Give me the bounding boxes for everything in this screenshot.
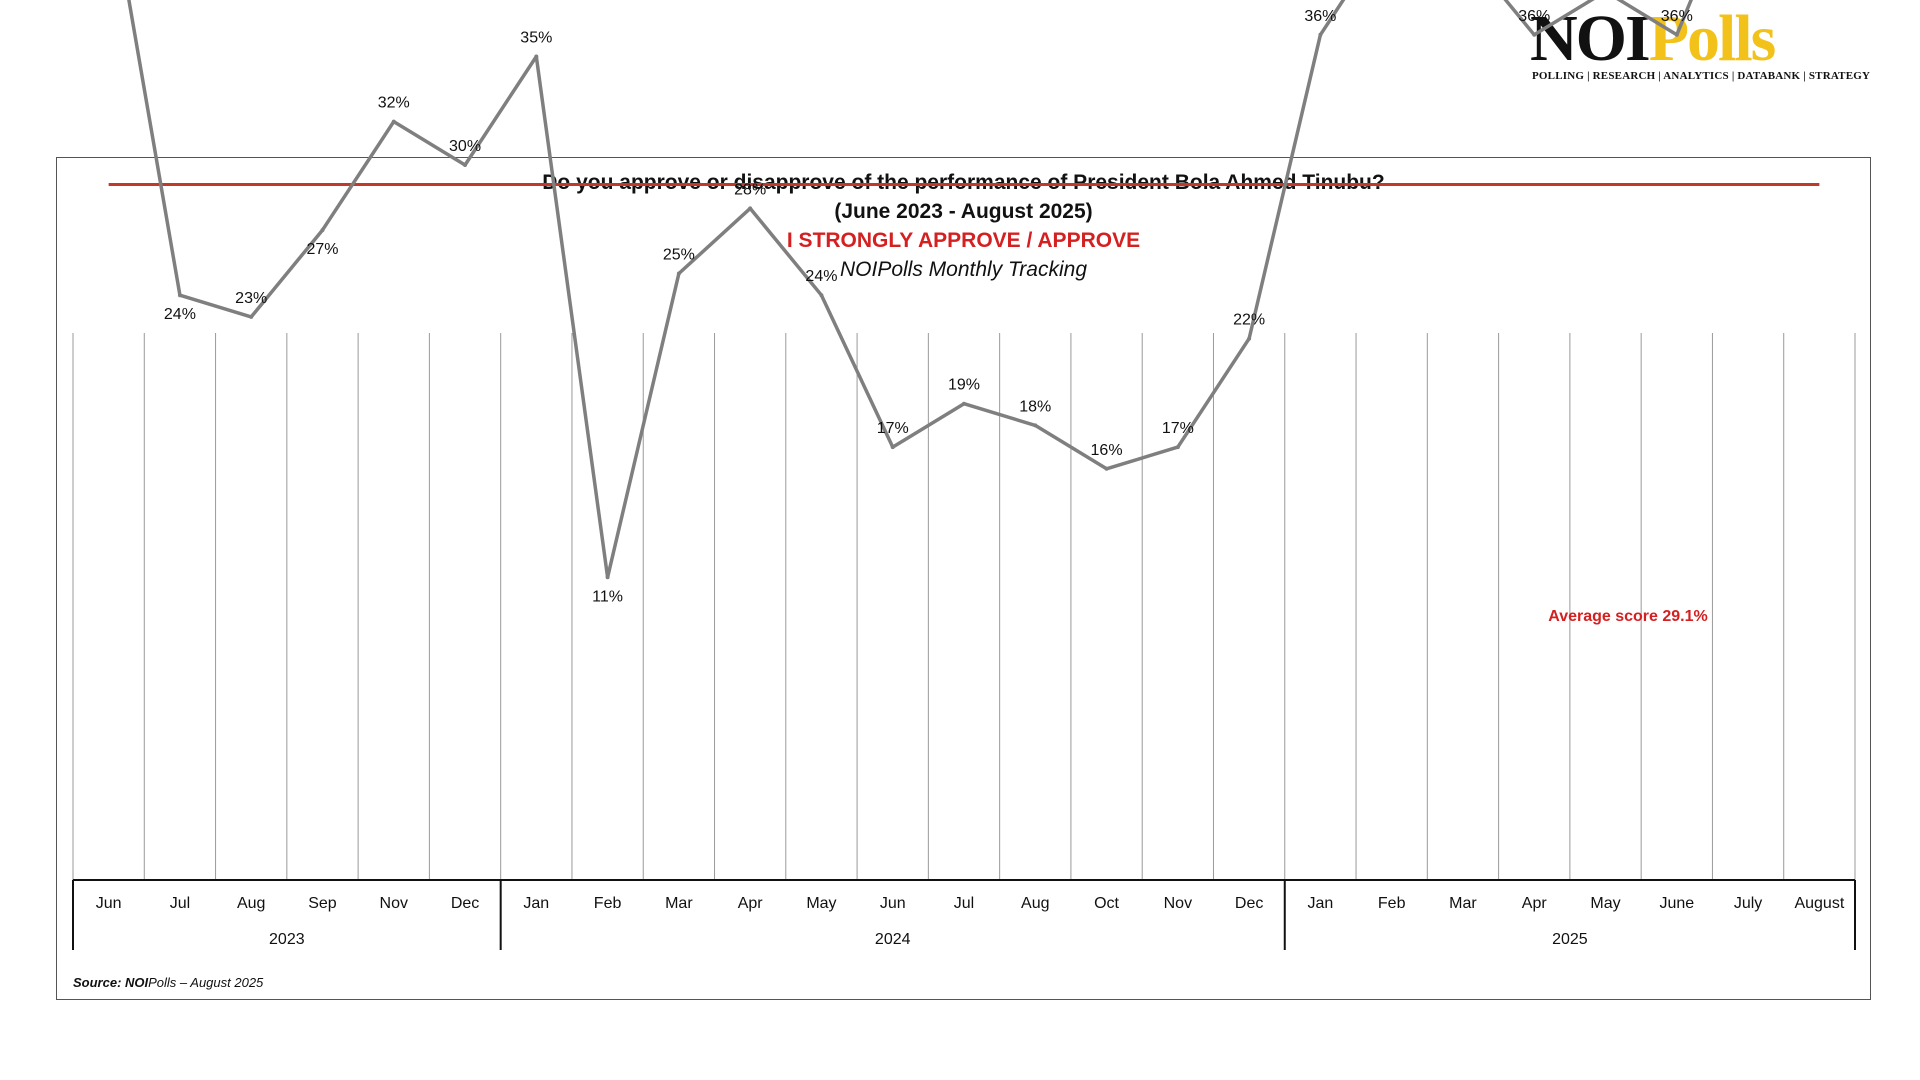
data-label: 36% [1518, 8, 1550, 25]
x-tick-label: Jan [1308, 895, 1334, 912]
x-tick-label: Apr [1522, 895, 1548, 912]
data-label: 28% [734, 181, 766, 198]
x-tick-label: Jun [96, 895, 122, 912]
x-tick-label: Feb [594, 895, 622, 912]
data-label: 23% [235, 290, 267, 307]
data-point [320, 228, 325, 233]
x-tick-label: Aug [237, 895, 265, 912]
x-tick-label: Jul [954, 895, 974, 912]
source-prefix: Source: NOI [73, 975, 149, 990]
year-label: 2024 [875, 931, 911, 948]
data-label: 36% [1304, 8, 1336, 25]
year-label: 2023 [269, 931, 305, 948]
data-label: 30% [449, 138, 481, 155]
x-tick-label: Jul [170, 895, 190, 912]
data-point [676, 271, 681, 276]
x-tick-label: Mar [1449, 895, 1477, 912]
chart-subtitle: (June 2023 - August 2025) [834, 200, 1093, 223]
data-point [819, 293, 824, 298]
x-tick-label: Oct [1094, 895, 1119, 912]
data-label: 24% [805, 268, 837, 285]
x-tick-label: Jun [880, 895, 906, 912]
x-tick-label: Feb [1378, 895, 1406, 912]
logo-wordmark: NOIPolls [1530, 2, 1777, 75]
data-label: 27% [306, 241, 338, 258]
source-text: Polls – August 2025 [148, 975, 264, 990]
x-tick-label: May [1590, 895, 1620, 912]
series-label: I STRONGLY APPROVE / APPROVE [786, 229, 1141, 252]
data-point [1175, 445, 1180, 450]
data-label: 25% [663, 247, 695, 264]
x-tick-label: May [806, 895, 836, 912]
average-label: Average score 29.1% [1548, 608, 1708, 625]
noipolls-logo: NOIPolls POLLING | RESEARCH | ANALYTICS … [1530, 4, 1915, 86]
x-tick-label: Apr [738, 895, 764, 912]
data-label: 36% [1661, 8, 1693, 25]
data-point [748, 206, 753, 211]
x-tick-label: Nov [1164, 895, 1192, 912]
chart-titles: Do you approve or disapprove of the perf… [56, 168, 1871, 284]
data-point [1674, 32, 1679, 37]
data-point [1247, 336, 1252, 341]
data-label: 22% [1233, 312, 1265, 329]
data-label: 18% [1019, 398, 1051, 415]
x-tick-label: July [1734, 895, 1762, 912]
data-point [534, 54, 539, 59]
x-tick-label: Jan [523, 895, 549, 912]
data-point [605, 575, 610, 580]
x-tick-label: Aug [1021, 895, 1049, 912]
tracking-note: NOIPolls Monthly Tracking [839, 258, 1088, 281]
data-point [1532, 32, 1537, 37]
data-point [890, 445, 895, 450]
data-label: 32% [378, 95, 410, 112]
data-label: 17% [877, 420, 909, 437]
data-point [463, 163, 468, 167]
year-label: 2025 [1552, 931, 1588, 948]
data-label: 35% [520, 30, 552, 47]
data-label: 17% [1162, 420, 1194, 437]
data-point [249, 314, 254, 319]
x-tick-label: Sep [308, 895, 337, 912]
data-label: 11% [592, 588, 623, 605]
x-tick-label: Mar [665, 895, 693, 912]
x-tick-label: Dec [1235, 895, 1263, 912]
chart-title: Do you approve or disapprove of the perf… [542, 171, 1385, 194]
data-point [177, 293, 182, 298]
source-note: Source: NOIPolls – August 2025 [73, 975, 263, 990]
data-label: 19% [948, 377, 980, 394]
logo-noi-text: NOI [1530, 2, 1651, 75]
data-label: 24% [164, 306, 196, 323]
data-point [391, 119, 396, 124]
data-point [1033, 423, 1038, 428]
x-tick-label: August [1794, 895, 1844, 912]
chart-frame [56, 157, 1871, 1000]
data-point [962, 401, 966, 406]
data-label: 16% [1091, 442, 1123, 459]
x-tick-label: Nov [380, 895, 408, 912]
x-tick-label: June [1659, 895, 1694, 912]
data-point [1318, 32, 1323, 37]
x-tick-label: Dec [451, 895, 479, 912]
data-point [1104, 466, 1109, 471]
series-line [127, 0, 1693, 580]
logo-tagline: POLLING | RESEARCH | ANALYTICS | DATABAN… [1532, 70, 1871, 82]
logo-polls-text: Polls [1648, 2, 1777, 75]
